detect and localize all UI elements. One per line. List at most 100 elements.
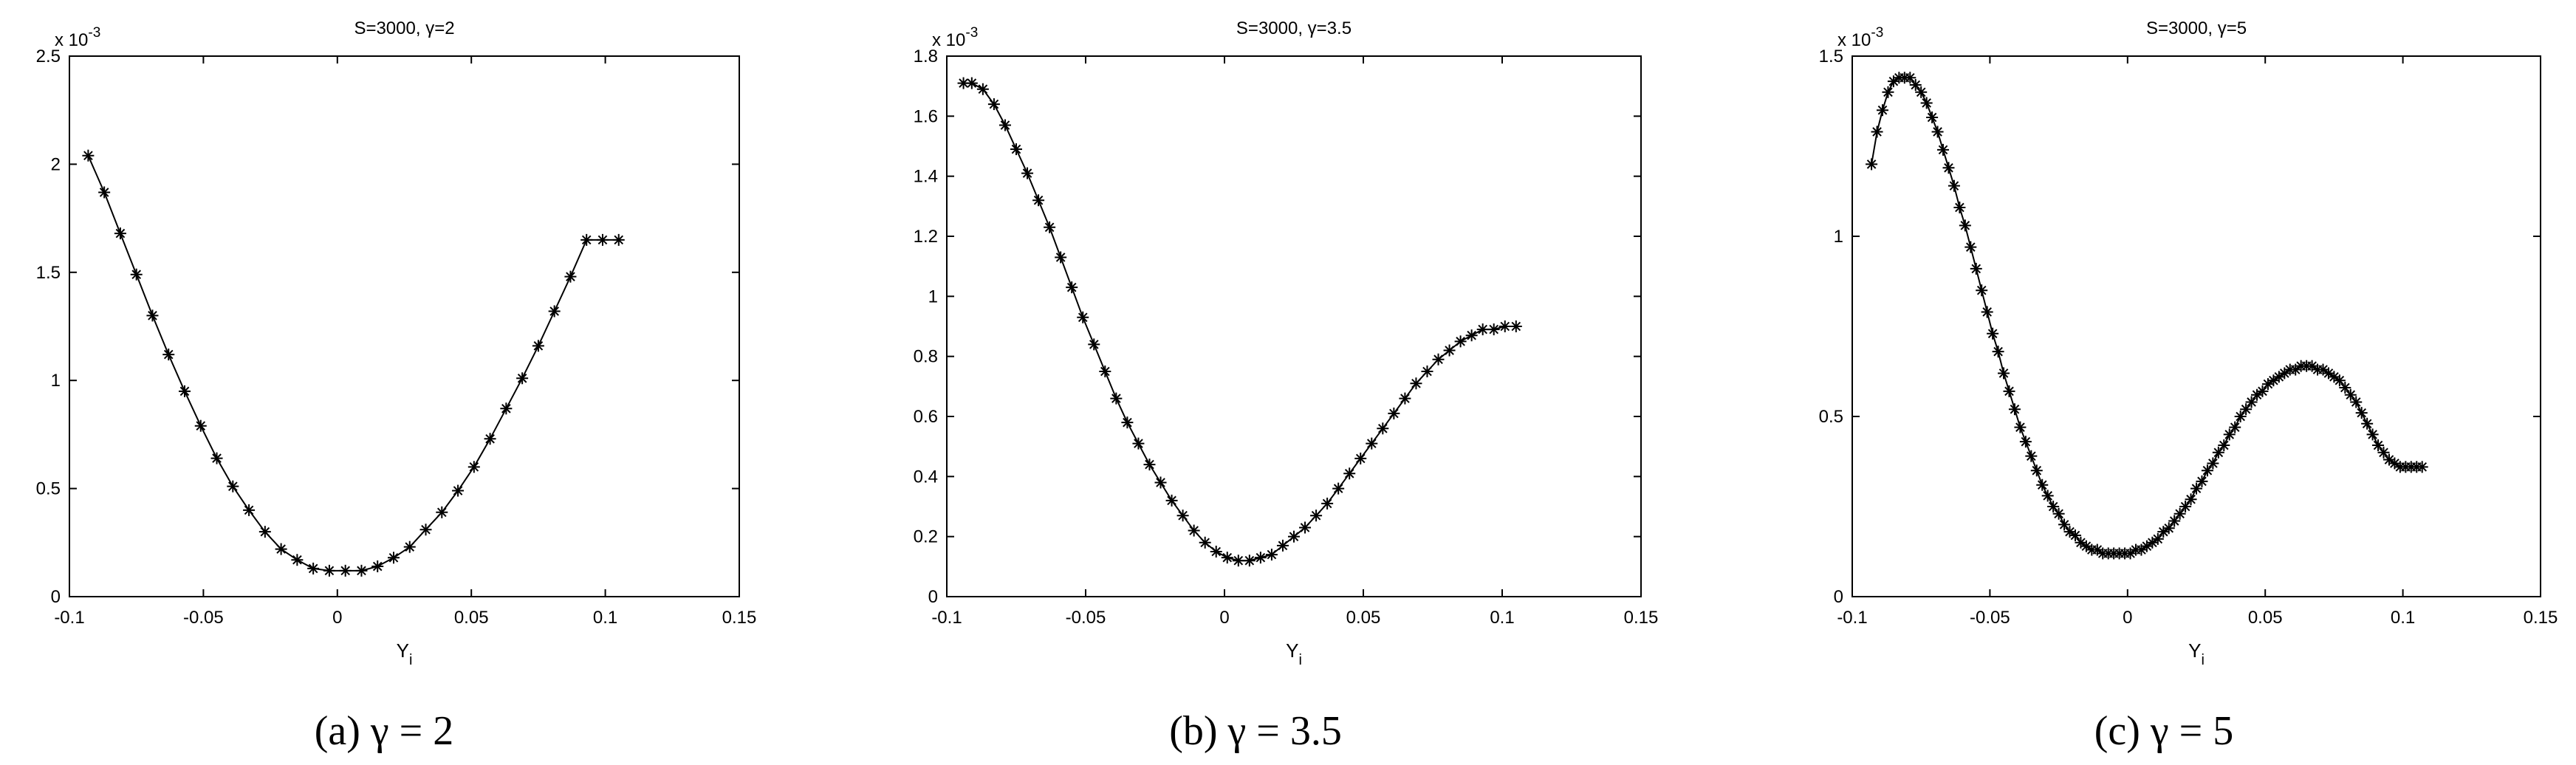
panel-2-ytick-label: 1.6 [914, 106, 938, 126]
panel-1-ytick-label: 2 [51, 154, 61, 174]
panel-2-xlabel-main: Y [1286, 639, 1298, 662]
panel-2-data-point [1221, 552, 1233, 564]
panel-1-ytick-label: 2.5 [36, 47, 61, 66]
panel-3-data-point [1866, 158, 1878, 171]
panel-3-data-point [2328, 371, 2340, 383]
panel-2-data-point [1399, 392, 1411, 405]
panel-3-data-point [2350, 396, 2363, 408]
panel-3-data-point [1976, 284, 1988, 297]
panel-3-data-point [2234, 411, 2247, 422]
panel-2-data-point [1487, 323, 1500, 336]
panel-2-data-point [1410, 377, 1422, 390]
panel-1-xtick-label: 0 [332, 608, 342, 628]
panel-2-xtick-label: -0.05 [1066, 608, 1106, 628]
panel-3-data-point [2014, 421, 2027, 433]
panel-3-axes-box [1852, 55, 2541, 597]
panel-2-ytick-label: 0 [928, 587, 938, 607]
panel-1-ytick-label: 0 [51, 587, 61, 607]
panel-1-ytick-label: 0.5 [36, 479, 61, 499]
panel-3-data-point [1931, 126, 1944, 138]
panel-3-data-point [2196, 475, 2208, 487]
panel-3-data-point [2140, 540, 2153, 552]
panel-1-data-point [130, 268, 143, 281]
panel-2-data-point [1432, 353, 1445, 366]
panel-3-data-point [2146, 536, 2159, 549]
panel-3-y-multiplier-base: x 10 [1837, 30, 1871, 50]
panel-1-title: S=3000, γ=2 [354, 18, 454, 38]
panel-1-data-point [355, 564, 368, 577]
panel-3-data-point [2025, 450, 2038, 462]
panel-3-data-point [1964, 241, 1977, 253]
panel-3-data-point [1871, 126, 1883, 138]
panel-3-data-point [1904, 72, 1916, 84]
panel-1-ytick-label: 1.5 [36, 263, 61, 283]
panel-2-data-point [976, 83, 989, 95]
panel-1-y-multiplier-exponent: -3 [88, 25, 100, 41]
panel-3-data-point [2355, 407, 2368, 419]
panel-3-data-point [2339, 381, 2351, 394]
panel-2-data-point [1443, 344, 1456, 357]
panel-3-y-multiplier-exponent: -3 [1871, 25, 1883, 41]
panel-1-data-point [82, 149, 95, 162]
panel-2-data-point [1454, 335, 1467, 348]
panel-1-data-point [403, 541, 416, 553]
panel-1-xtick-label: 0.1 [593, 608, 617, 628]
panel-2-data-point [1199, 536, 1211, 549]
panel-2-series-line [963, 82, 1516, 562]
panel-3-ytick-label: 1.5 [1819, 47, 1843, 66]
panel-1-data-point [258, 526, 271, 538]
panel-2-data-point [1188, 524, 1200, 537]
panel-1-data-point [275, 543, 287, 555]
panel-2-data-point [1288, 530, 1300, 543]
panel-2-data-point [1265, 549, 1278, 561]
panel-1-data-point [179, 385, 191, 397]
panel-3-data-point [1981, 306, 1993, 318]
panel-2-data-point [1055, 251, 1067, 264]
panel-2-ytick-label: 0.4 [914, 467, 938, 487]
panel-3-series-line [1871, 77, 2422, 555]
panel-3-data-point [2063, 526, 2076, 538]
panel-1-data-point [564, 270, 577, 283]
panel-2-xtick-label: 0 [1219, 608, 1229, 628]
panel-3-data-point [2168, 515, 2181, 527]
panel-3-xtick-label: 0 [2123, 608, 2132, 628]
panel-3-data-point [1953, 201, 1966, 213]
panel-1-data-point [291, 554, 304, 566]
panel-2-ytick-label: 1.2 [914, 227, 938, 247]
panel-3-xlabel-main: Y [2188, 639, 2201, 662]
panel-1-y-multiplier-base: x 10 [55, 30, 88, 50]
panel-1-data-point [210, 452, 223, 464]
panel-3-data-point [2190, 482, 2202, 495]
panel-2-data-point [1121, 416, 1134, 429]
panel-1-data-point [612, 233, 625, 246]
panel-1-data-point [516, 372, 529, 385]
panel-1-data-point [146, 309, 159, 322]
panel-2-data-point [1077, 311, 1089, 323]
panel-2-data-point [1143, 459, 1156, 471]
panel-3-xlabel-subscript: i [2201, 652, 2204, 668]
panel-2-data-point [1377, 422, 1389, 435]
panel-3-data-point [2047, 501, 2060, 512]
panel-2-data-point [1110, 392, 1123, 405]
panel-2-y-multiplier-base: x 10 [932, 30, 965, 50]
panel-3-data-point [1920, 97, 1933, 109]
panel-2-data-point [1465, 329, 1478, 342]
panel-3-data-point [2289, 363, 2302, 376]
panel-2-xtick-label: 0.1 [1490, 608, 1514, 628]
panel-1-xtick-label: -0.05 [183, 608, 224, 628]
panel-1-data-point [243, 504, 256, 516]
panel-1-data-point [452, 484, 465, 497]
panel-3-data-point [1937, 143, 1950, 156]
panel-2-data-point [1366, 437, 1378, 450]
panel-3-data-point [1959, 219, 1971, 232]
panel-3-data-point [2361, 417, 2374, 430]
panel-1-data-point [548, 305, 561, 318]
panel-2-data-point [1021, 167, 1034, 179]
panel-2-xlabel-subscript: i [1298, 652, 1301, 668]
panel-2-caption: (b) γ = 3.5 [1169, 708, 1342, 754]
panel-2-ytick-label: 1 [928, 287, 938, 306]
panel-3-data-point [1942, 162, 1955, 174]
panel-2-ytick-label: 0.2 [914, 527, 938, 547]
panel-1-data-point [500, 402, 513, 415]
panel-1-caption: (a) γ = 2 [315, 708, 453, 754]
